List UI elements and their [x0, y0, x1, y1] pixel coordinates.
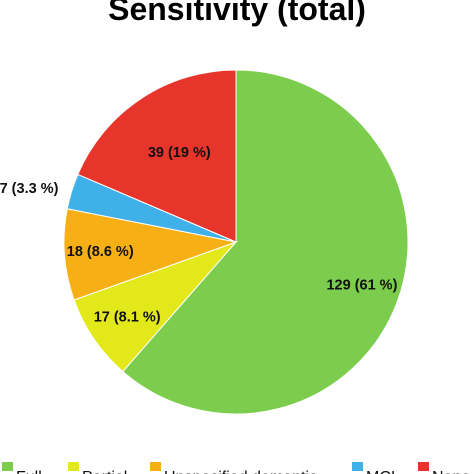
- legend-swatch-partial: [68, 462, 79, 471]
- pie-slice-labels: 129 (61 %) 17 (8.1 %) 18 (8.6 %) 7 (3.3 %) 3…: [0, 145, 398, 326]
- chart-title: Sensitivity (total): [108, 0, 366, 27]
- slice-label-full: 129 (61 %): [326, 278, 397, 294]
- legend-label-unspecified-dementia: Unspecified dementia: [164, 469, 318, 474]
- pie-slices: [63, 69, 409, 415]
- legend-label-none: None: [432, 469, 470, 474]
- pie-slice-none: [77, 69, 237, 243]
- legend-label-full: Full: [16, 469, 42, 474]
- slice-label-none: 39 (19 %): [148, 145, 211, 161]
- slice-label-mci: 7 (3.3 %): [0, 181, 59, 197]
- slice-label-partial: 17 (8.1 %): [94, 310, 161, 326]
- legend-label-mci: MCI: [366, 469, 395, 474]
- legend-swatch-mci: [352, 462, 363, 471]
- legend-swatch-none: [418, 462, 429, 471]
- chart-legend: Full Partial Unspecified dementia MCI None: [2, 462, 470, 474]
- slice-label-unspecified-dementia: 18 (8.6 %): [67, 244, 134, 260]
- pie-slice-partial: [73, 240, 238, 373]
- pie-slice-full: [122, 69, 409, 415]
- legend-swatch-unspecified-dementia: [150, 462, 161, 471]
- legend-swatch-full: [2, 462, 13, 471]
- pie-slice-unspecified-dementia: [63, 208, 238, 301]
- legend-label-partial: Partial: [82, 469, 127, 474]
